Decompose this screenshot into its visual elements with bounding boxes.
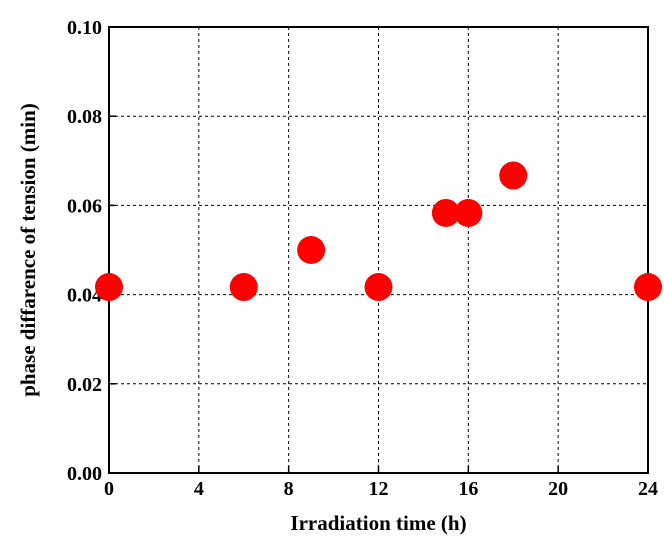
y-tick-label: 0.04: [67, 285, 102, 307]
y-tick-label: 0.00: [67, 463, 102, 485]
y-tick-label: 0.10: [67, 17, 102, 39]
grid-layer: [109, 27, 648, 473]
x-tick-label: 0: [104, 478, 114, 500]
x-tick-label: 4: [194, 478, 204, 500]
data-point: [229, 273, 258, 302]
data-point: [499, 161, 528, 190]
data-point: [431, 198, 460, 227]
x-axis-title: Irradiation time (h): [290, 511, 466, 535]
data-point: [454, 198, 483, 227]
x-tick-label: 24: [638, 478, 658, 500]
point-layer: [95, 161, 662, 302]
x-tick-label: 12: [369, 478, 389, 500]
data-point: [634, 273, 662, 302]
data-point: [297, 236, 326, 264]
data-point: [95, 273, 123, 302]
y-axis-title: phase diffarence of tension (min): [16, 103, 40, 397]
x-tick-label: 8: [284, 478, 294, 500]
x-tick-label: 16: [458, 478, 478, 500]
y-tick-label: 0.08: [67, 106, 102, 128]
y-tick-label: 0.06: [67, 195, 102, 217]
tick-layer: 0 4 8 12 16 20 24 0.00 0.02 0.04 0.06 0.08 0.10: [67, 17, 658, 500]
x-tick-label: 20: [548, 478, 568, 500]
data-point: [364, 273, 393, 302]
y-tick-label: 0.02: [67, 374, 102, 396]
